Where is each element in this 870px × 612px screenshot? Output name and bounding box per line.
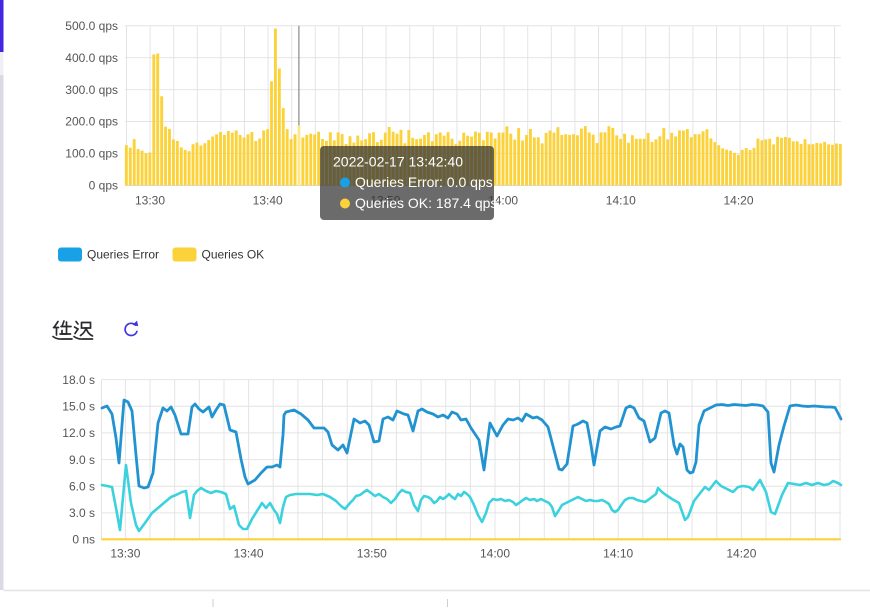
- svg-text:14:00: 14:00: [480, 547, 510, 561]
- svg-text:15.0 s: 15.0 s: [62, 399, 95, 413]
- svg-text:400.0 qps: 400.0 qps: [65, 51, 118, 65]
- svg-text:12.0 s: 12.0 s: [62, 426, 95, 440]
- svg-text:100.0 qps: 100.0 qps: [65, 147, 118, 161]
- svg-text:Queries OK: Queries OK: [202, 248, 265, 262]
- svg-text:18.0 s: 18.0 s: [62, 373, 95, 387]
- svg-text:500.0 qps: 500.0 qps: [65, 19, 118, 33]
- svg-text:0 ns: 0 ns: [72, 533, 95, 547]
- svg-text:13:50: 13:50: [357, 547, 387, 561]
- svg-text:3.0 s: 3.0 s: [69, 506, 95, 520]
- svg-text:200.0 qps: 200.0 qps: [65, 115, 118, 129]
- svg-text:14:10: 14:10: [606, 194, 636, 208]
- svg-text:Queries Error: 0.0 qps: Queries Error: 0.0 qps: [355, 174, 493, 190]
- svg-text:6.0 s: 6.0 s: [69, 479, 95, 493]
- svg-text:2022-02-17 13:42:40: 2022-02-17 13:42:40: [333, 154, 463, 170]
- svg-text:13:30: 13:30: [110, 547, 140, 561]
- svg-text:13:30: 13:30: [135, 194, 165, 208]
- svg-text:14:10: 14:10: [603, 547, 633, 561]
- svg-text:0 qps: 0 qps: [89, 179, 118, 193]
- svg-text:9.0 s: 9.0 s: [69, 453, 95, 467]
- svg-text:14:20: 14:20: [726, 547, 756, 561]
- svg-text:13:40: 13:40: [253, 194, 283, 208]
- svg-text:Queries Error: Queries Error: [87, 248, 159, 262]
- svg-text:Queries OK: 187.4 qps: Queries OK: 187.4 qps: [355, 195, 497, 211]
- svg-text:14:20: 14:20: [723, 194, 753, 208]
- svg-text:300.0 qps: 300.0 qps: [65, 83, 118, 97]
- svg-text:13:40: 13:40: [234, 547, 264, 561]
- svg-text:14:00: 14:00: [488, 194, 518, 208]
